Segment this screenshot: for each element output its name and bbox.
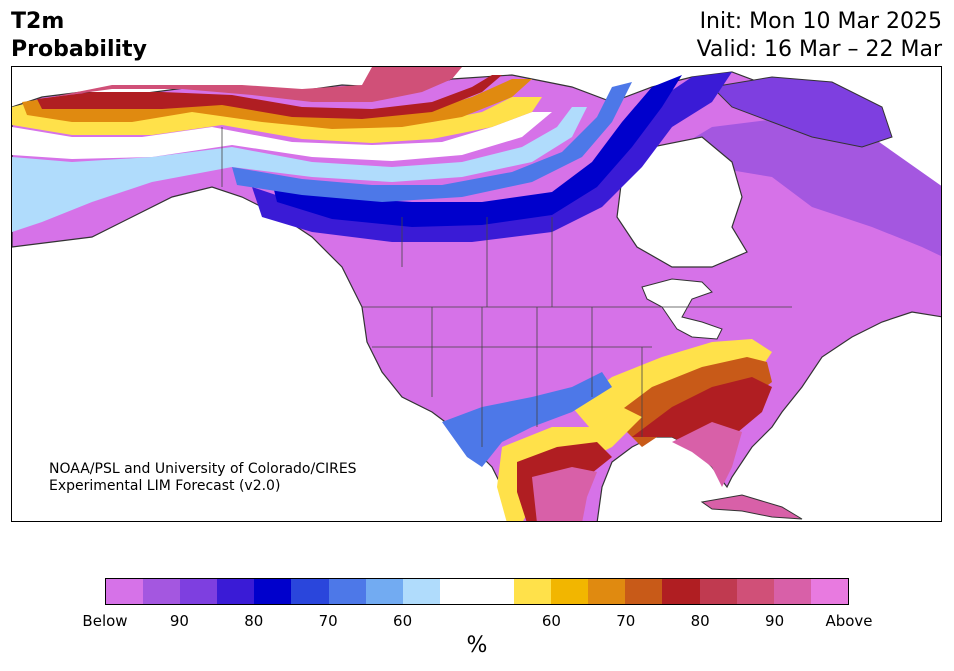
colorbar-tick-label: 70 [616,612,636,630]
colorbar-segment [476,579,515,604]
credit-line-1: NOAA/PSL and University of Colorado/CIRE… [49,461,357,477]
mexico-above-pink [532,467,597,521]
colorbar-unit: % [466,633,488,658]
above-orange [22,79,532,129]
below-band-dark [252,72,732,242]
greenland-west [710,76,893,148]
colorbar-segment [328,579,366,604]
great-lakes [641,278,723,340]
forecast-dates: Init: Mon 10 Mar 2025 Valid: 16 Mar – 22… [697,8,942,64]
colorbar-segment [773,579,811,604]
southeast-above-magenta [672,422,742,487]
colorbar-segment [143,579,181,604]
colorbar-segment [551,579,589,604]
colorbar-segment [736,579,774,604]
colorbar-segment [291,579,329,604]
state-borders [221,127,792,447]
colorbar-segment [662,579,700,604]
colorbar-segment [699,579,737,604]
colorbar-tick-label: 60 [541,612,561,630]
labrador-region [662,117,941,257]
colorbar-segment [217,579,255,604]
colorbar-segment [106,579,144,604]
colorbar-segment [402,579,440,604]
colorbar-tick-label: 60 [393,612,413,630]
colorbar-segment [365,579,403,604]
valid-range: Valid: 16 Mar – 22 Mar [696,37,942,62]
colorbar-segment [180,579,218,604]
above-pink [52,67,462,102]
colorbar-tick-label: 70 [318,612,338,630]
below-band-light [12,107,587,232]
cuba [700,494,803,520]
title-line-1: T2m [11,9,65,34]
southeast-above-crimson [632,377,772,457]
colorbar-segment [254,579,292,604]
map-canvas [12,67,941,521]
credit-line-2: Experimental LIM Forecast (v2.0) [49,478,281,494]
below-band-mid [232,82,632,202]
colorbar-tick-label: 80 [244,612,264,630]
title-line-2: Probability [11,37,147,62]
colorbar-tick-label: Above [825,612,873,630]
credit-text: NOAA/PSL and University of Colorado/CIRE… [49,461,357,495]
colorbar-tick-label: Below [82,612,128,630]
colorbar-tick-label: 80 [690,612,710,630]
neutral-band [12,112,552,161]
above-red [37,75,502,119]
mexico-below-band [442,372,612,467]
colorbar [105,578,849,605]
below-band-navy [272,75,682,227]
colorbar-segment [588,579,626,604]
colorbar-tick-label: 90 [169,612,189,630]
map-title: T2m Probability [11,8,147,64]
colorbar-segment [514,579,552,604]
colorbar-segment [625,579,663,604]
probability-map [11,66,942,522]
colorbar-segment [439,579,477,604]
init-date: Init: Mon 10 Mar 2025 [699,9,942,34]
hudson-bay [616,136,748,268]
colorbar-segment [810,579,848,604]
colorbar-tick-label: 90 [765,612,785,630]
